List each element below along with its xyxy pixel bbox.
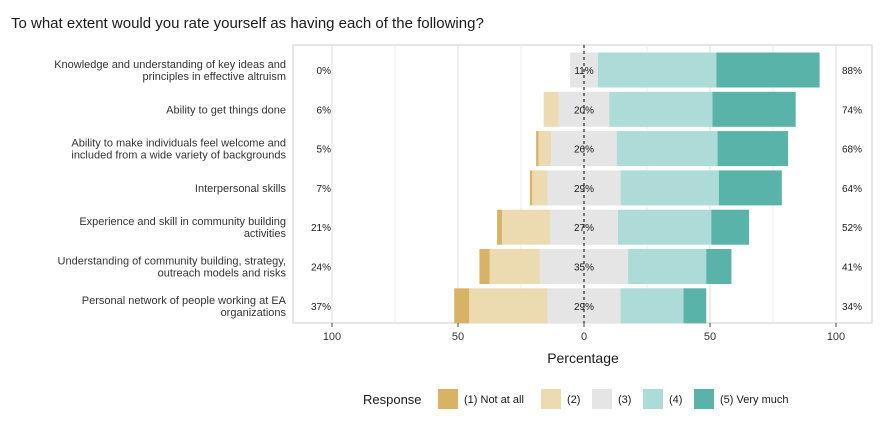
x-tick-label: 50 (704, 331, 716, 343)
legend-label: (1) Not at all (464, 394, 524, 406)
legend-title: Response (363, 392, 422, 407)
bar-segment-level-4 (620, 288, 684, 324)
mid-pct-label: 11% (574, 66, 593, 77)
legend-key-level-3 (592, 389, 612, 409)
mid-pct-label: 26% (574, 145, 594, 156)
bar-segment-level-4 (620, 170, 719, 206)
bar-segment-not-at-all (497, 209, 503, 245)
bar-segment-level-2 (538, 131, 552, 167)
high-pct-label: 68% (842, 145, 862, 156)
mid-pct-label: 20% (574, 105, 594, 116)
high-pct-label: 74% (842, 105, 862, 116)
high-pct-label: 88% (842, 66, 862, 77)
low-pct-label: 24% (311, 263, 331, 274)
x-tick-label: 100 (323, 331, 341, 343)
x-tick-label: 0 (581, 331, 587, 343)
mid-pct-label: 27% (574, 223, 594, 234)
x-axis-title: Percentage (547, 350, 619, 366)
low-pct-label: 21% (311, 223, 331, 234)
x-tick-label: 100 (827, 331, 845, 343)
row-label: Knowledge and understanding of key ideas… (54, 59, 286, 83)
row-label: Experience and skill in community buildi… (79, 216, 286, 240)
bar-segment-level-4 (628, 249, 707, 284)
bar-segment-very-much (712, 91, 796, 127)
bar-segment-level-2 (543, 91, 559, 127)
row-label: Understanding of community building, str… (58, 256, 287, 280)
bar-segment-not-at-all (529, 170, 533, 206)
mid-pct-label: 29% (574, 302, 594, 313)
low-pct-label: 7% (317, 184, 332, 195)
low-pct-label: 5% (317, 145, 332, 156)
high-pct-label: 34% (842, 302, 862, 313)
bar-segment-very-much (716, 52, 820, 88)
mid-pct-label: 29% (574, 184, 594, 195)
row-label: Ability to get things done (166, 104, 286, 116)
legend-label: (3) (618, 394, 631, 406)
bar-segment-level-4 (609, 91, 713, 127)
bar-segment-very-much (711, 209, 750, 245)
low-pct-label: 0% (317, 66, 332, 77)
legend-label: (5) Very much (720, 394, 788, 406)
x-tick-label: 50 (452, 331, 464, 343)
bar-segment-level-4 (597, 52, 717, 88)
row-labels: Knowledge and understanding of key ideas… (54, 59, 286, 319)
bar-segment-very-much (683, 288, 707, 324)
bar-segment-not-at-all (454, 288, 470, 324)
bar-segment-level-4 (618, 209, 712, 245)
percentage-labels: 0% 11% 88% 6% 20% 74% 5% 26% 68% 7% 29% 64% 21% 27% 52… (311, 66, 862, 313)
bar-segment-level-4 (616, 131, 718, 167)
bar-segment-level-2 (489, 249, 540, 284)
high-pct-label: 41% (842, 263, 862, 274)
row-label: Ability to make individuals feel welcome… (71, 138, 286, 162)
low-pct-label: 37% (311, 302, 331, 313)
bar-segment-very-much (718, 170, 782, 206)
bar-segment-level-3 (547, 170, 621, 206)
bar-segment-level-2 (469, 288, 548, 324)
legend-key-level-4 (643, 389, 663, 409)
mid-pct-label: 35% (574, 263, 594, 274)
high-pct-label: 52% (842, 223, 862, 234)
legend-key-not-at-all (438, 389, 458, 409)
row-label: Personal network of people working at EA… (82, 295, 287, 319)
bar-segment-level-2 (532, 170, 548, 206)
legend: Response (1) Not at all (2) (3) (4) (5) Very… (363, 389, 788, 409)
legend-key-very-much (694, 389, 714, 409)
bar-segment-level-3 (539, 249, 629, 284)
chart-title: To what extent would you rate yourself a… (11, 15, 484, 32)
row-label: Interpersonal skills (195, 183, 287, 195)
legend-key-level-2 (541, 389, 561, 409)
legend-label: (4) (669, 394, 682, 406)
bar-segment-level-3 (558, 91, 610, 127)
bar-segment-not-at-all (479, 249, 490, 284)
legend-label: (2) (567, 394, 580, 406)
high-pct-label: 64% (842, 184, 862, 195)
bar-segment-level-2 (502, 209, 550, 245)
low-pct-label: 6% (317, 105, 332, 116)
bar-segment-not-at-all (536, 131, 539, 167)
bar-segment-very-much (717, 131, 789, 167)
bar-segment-very-much (706, 249, 732, 284)
x-axis-ticks: 100 50 0 50 100 (323, 323, 845, 343)
